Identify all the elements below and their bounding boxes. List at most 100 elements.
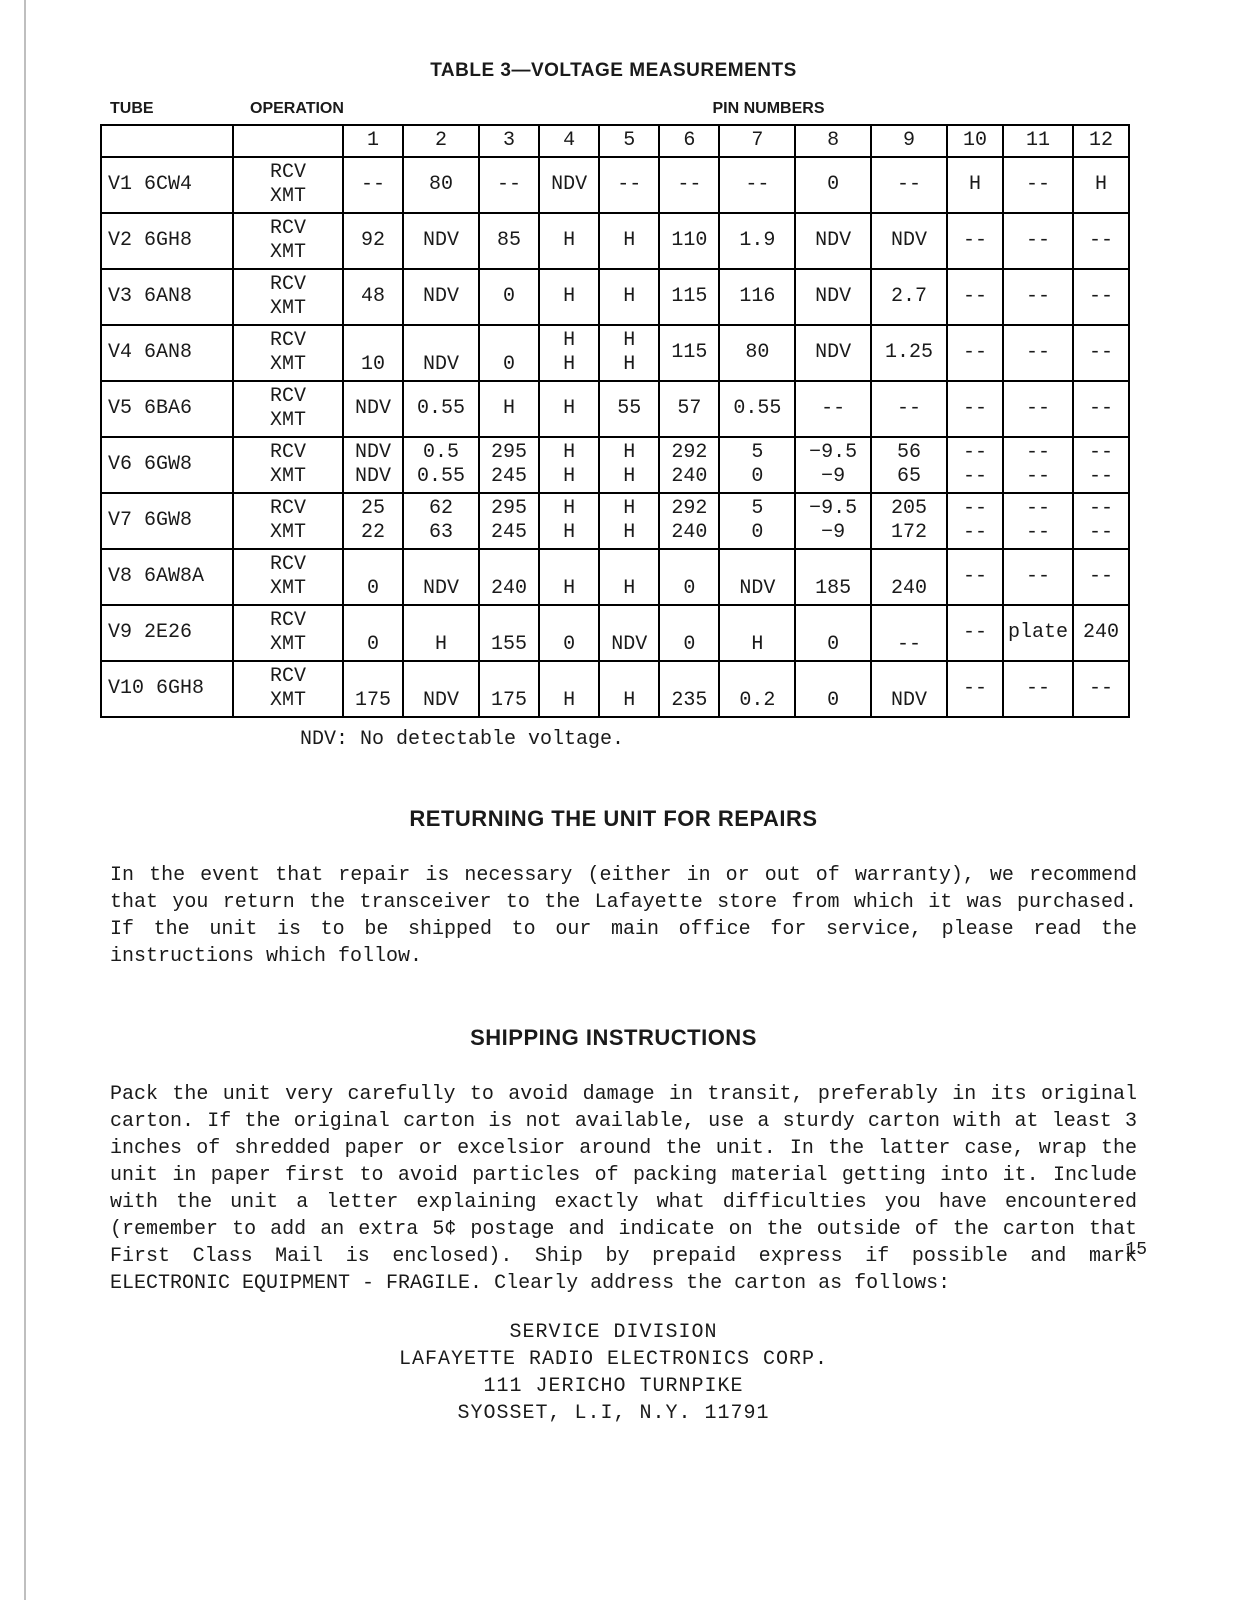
cell-pin: -- (947, 549, 1003, 605)
th-pin-8: 8 (795, 125, 871, 157)
cell-pin: -- (947, 605, 1003, 661)
cell-tube: V4 6AN8 (101, 325, 233, 381)
table-row: V6 6GW8 RCVXMTNDVNDV0.50.55295245HHHH292… (101, 437, 1129, 493)
cell-operation: RCVXMT (233, 493, 343, 549)
cell-pin: NDV (719, 549, 795, 605)
cell-pin: 295245 (479, 493, 539, 549)
cell-pin: -- (1003, 549, 1073, 605)
cell-pin: NDV (871, 213, 947, 269)
header-tube: TUBE (110, 100, 250, 118)
cell-pin: -- (719, 157, 795, 213)
cell-pin: 240 (1073, 605, 1129, 661)
cell-pin: plate (1003, 605, 1073, 661)
cell-operation: RCVXMT (233, 661, 343, 717)
cell-pin: HH (599, 437, 659, 493)
cell-pin: HH (539, 325, 599, 381)
cell-pin: 1.25 (871, 325, 947, 381)
cell-pin: -- (1073, 269, 1129, 325)
cell-operation: RCVXMT (233, 381, 343, 437)
section-body-repairs: In the event that repair is necessary (e… (110, 862, 1137, 970)
cell-pin: NDV (403, 269, 479, 325)
cell-pin: H (539, 381, 599, 437)
cell-pin: HH (539, 437, 599, 493)
cell-pin: 80 (403, 157, 479, 213)
cell-operation: RCVXMT (233, 325, 343, 381)
cell-pin: H (599, 213, 659, 269)
cell-pin: 110 (659, 213, 719, 269)
cell-pin: H (947, 157, 1003, 213)
table-row: V8 6AW8ARCVXMT 0 NDV 240 H H 0 NDV 185 2… (101, 549, 1129, 605)
cell-pin: 0 (539, 605, 599, 661)
cell-pin: -- (1073, 381, 1129, 437)
document-page: TABLE 3—VOLTAGE MEASUREMENTS TUBE OPERAT… (0, 0, 1237, 1600)
cell-pin: 155 (479, 605, 539, 661)
cell-pin: 235 (659, 661, 719, 717)
cell-pin: H (539, 213, 599, 269)
cell-pin: 295245 (479, 437, 539, 493)
cell-operation: RCVXMT (233, 437, 343, 493)
cell-pin: 175 (479, 661, 539, 717)
th-pin-6: 6 (659, 125, 719, 157)
cell-pin: H (539, 661, 599, 717)
cell-pin: -- (1003, 661, 1073, 717)
table-row: V4 6AN8 RCVXMT 10 NDV 0HHHH11580NDV1.25-… (101, 325, 1129, 381)
table-row: V10 6GH8 RCVXMT 175 NDV 175 H H 235 0.2 … (101, 661, 1129, 717)
th-pin-7: 7 (719, 125, 795, 157)
cell-tube: V5 6BA6 (101, 381, 233, 437)
cell-pin: -- (1003, 381, 1073, 437)
cell-pin: NDV (403, 549, 479, 605)
cell-pin: −9.5−9 (795, 493, 871, 549)
th-pin-4: 4 (539, 125, 599, 157)
cell-pin: 205172 (871, 493, 947, 549)
cell-pin: H (479, 381, 539, 437)
cell-pin: -- (659, 157, 719, 213)
cell-pin: 0 (479, 269, 539, 325)
cell-pin: -- (1073, 549, 1129, 605)
cell-pin: 185 (795, 549, 871, 605)
th-tube (101, 125, 233, 157)
cell-pin: NDV (599, 605, 659, 661)
cell-operation: RCVXMT (233, 213, 343, 269)
cell-pin: 0.50.55 (403, 437, 479, 493)
cell-pin: 10 (343, 325, 403, 381)
cell-pin: 240 (479, 549, 539, 605)
cell-pin: NDV (871, 661, 947, 717)
cell-pin: NDVNDV (343, 437, 403, 493)
cell-tube: V3 6AN8 (101, 269, 233, 325)
voltage-table: 123456789101112 V1 6CW4 RCVXMT--80--NDV-… (100, 124, 1130, 718)
cell-pin: 116 (719, 269, 795, 325)
cell-pin: HH (539, 493, 599, 549)
cell-pin: -- (871, 381, 947, 437)
th-pin-1: 1 (343, 125, 403, 157)
cell-pin: H (599, 269, 659, 325)
table-row: V1 6CW4 RCVXMT--80--NDV------0--H--H (101, 157, 1129, 213)
section-title-shipping: SHIPPING INSTRUCTIONS (70, 1025, 1157, 1051)
table-legend: NDV: No detectable voltage. (300, 728, 1157, 751)
cell-pin: -- (1003, 157, 1073, 213)
address-line: SERVICE DIVISION (70, 1319, 1157, 1346)
cell-pin: -- (1073, 661, 1129, 717)
header-operation: OPERATION (250, 100, 380, 118)
cell-pin: ---- (1073, 493, 1129, 549)
cell-pin: 50 (719, 437, 795, 493)
cell-pin: 292240 (659, 437, 719, 493)
cell-pin: 175 (343, 661, 403, 717)
cell-pin: 0 (479, 325, 539, 381)
cell-pin: 0.2 (719, 661, 795, 717)
cell-pin: 0 (343, 549, 403, 605)
cell-pin: ---- (947, 493, 1003, 549)
cell-pin: -- (1073, 213, 1129, 269)
cell-tube: V2 6GH8 (101, 213, 233, 269)
cell-pin: H (1073, 157, 1129, 213)
cell-pin: 55 (599, 381, 659, 437)
cell-pin: 115 (659, 325, 719, 381)
cell-pin: -- (871, 157, 947, 213)
page-number: 15 (1125, 1240, 1147, 1260)
cell-pin: -- (1003, 325, 1073, 381)
th-pin-2: 2 (403, 125, 479, 157)
table-row: V7 6GW8 RCVXMT25226263295245HHHH29224050… (101, 493, 1129, 549)
cell-pin: NDV (403, 325, 479, 381)
cell-pin: −9.5−9 (795, 437, 871, 493)
cell-pin: NDV (403, 661, 479, 717)
cell-pin: 115 (659, 269, 719, 325)
